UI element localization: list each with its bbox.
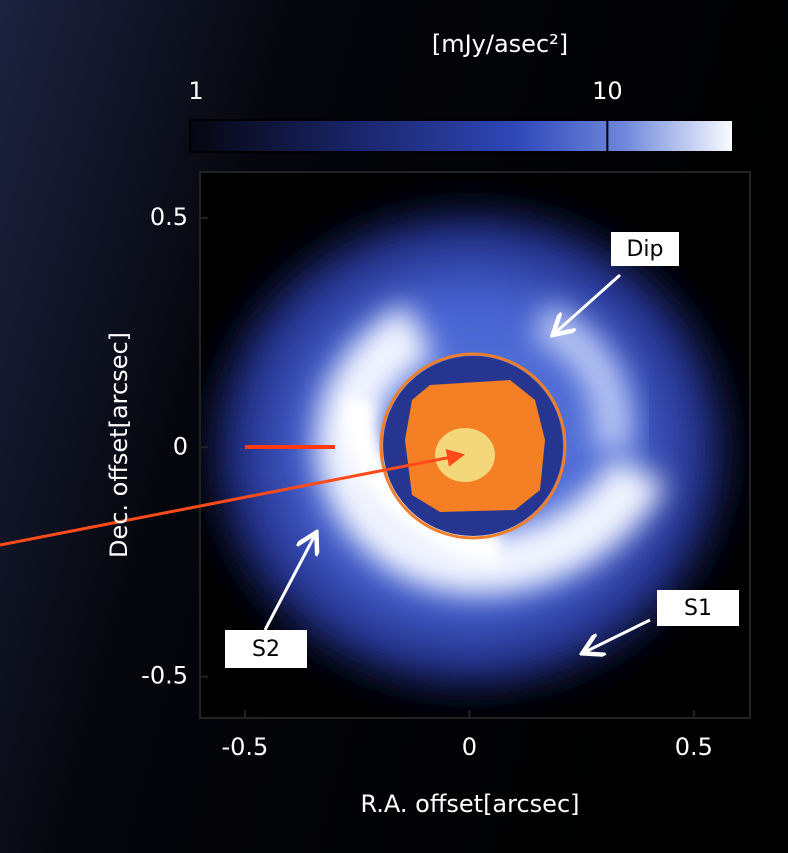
colorbar-label: [mJy/asec²]	[432, 30, 568, 58]
annotation-label: S1	[684, 596, 712, 621]
slide: [mJy/asec²] R.A. offset[arcsec] Dec. off…	[0, 0, 788, 853]
y-tick-label: 0.5	[150, 203, 188, 231]
x-axis-label: R.A. offset[arcsec]	[360, 790, 579, 818]
annotation-label: S2	[252, 637, 280, 662]
x-tick-label: 0	[462, 733, 477, 761]
annotation-label: Dip	[626, 237, 663, 262]
x-tick-label: -0.5	[221, 733, 268, 761]
y-tick-label: 0	[173, 432, 188, 460]
y-tick-label: -0.5	[141, 662, 188, 690]
y-axis-label: Dec. offset[arcsec]	[105, 332, 133, 558]
x-tick-label: 0.5	[675, 733, 713, 761]
colorbar-tick-label: 1	[188, 77, 203, 105]
colorbar	[190, 120, 733, 152]
colorbar-tick-label: 10	[592, 77, 623, 105]
